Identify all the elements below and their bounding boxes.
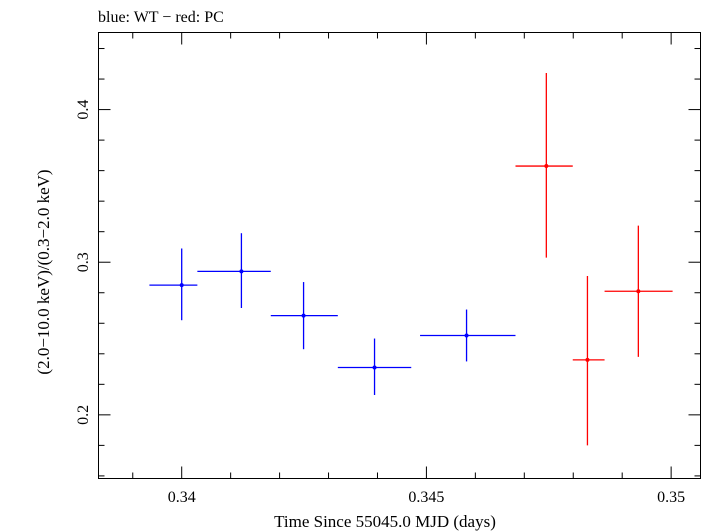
y-tick-label: 0.4 [75, 100, 92, 120]
axis-ticks: 0.34 0.345 0.35 0.2 0.3 0.4 [75, 32, 701, 506]
data-point [337, 338, 412, 396]
point-marker [372, 365, 377, 370]
y-tick-label: 0.3 [75, 252, 92, 272]
plot-frame [98, 32, 701, 479]
data-point [149, 248, 198, 321]
chart-title: blue: WT − red: PC [98, 9, 224, 26]
series-wt [149, 233, 516, 396]
data-layer [149, 72, 673, 446]
y-tick-label: 0.2 [75, 405, 92, 425]
point-marker [179, 283, 184, 288]
data-point [270, 282, 338, 350]
data-point [515, 72, 573, 258]
data-point [420, 309, 516, 362]
y-axis-label: (2.0−10.0 keV)/(0.3−2.0 keV) [34, 169, 53, 374]
point-marker [544, 164, 549, 169]
data-point [604, 225, 673, 357]
data-point [572, 275, 605, 446]
point-marker [636, 289, 641, 294]
data-point [197, 233, 271, 309]
point-marker [301, 313, 306, 318]
series-pc [515, 72, 673, 446]
point-marker [239, 269, 244, 274]
x-tick-label: 0.35 [657, 489, 685, 506]
x-tick-label: 0.34 [168, 489, 196, 506]
point-marker [464, 333, 469, 338]
x-axis-label: Time Since 55045.0 MJD (days) [274, 512, 496, 531]
x-tick-label: 0.345 [408, 489, 444, 506]
point-marker [585, 357, 590, 362]
